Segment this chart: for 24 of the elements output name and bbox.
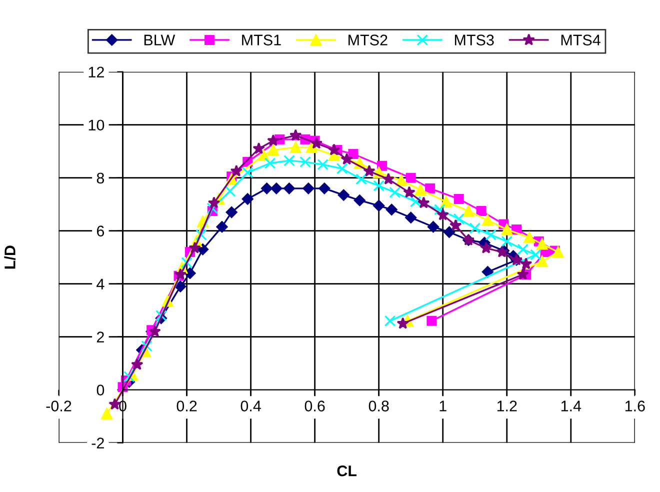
x-tick-label: 0.4 <box>240 400 261 412</box>
x-tick-label: -0.2 <box>46 400 72 412</box>
legend-label: MTS2 <box>348 34 388 46</box>
y-tick-label: 10 <box>88 120 104 131</box>
y-tick-label: 8 <box>96 172 104 184</box>
x-tick-label: 0.8 <box>368 400 389 412</box>
x-tick-label: 1 <box>440 400 446 412</box>
x-axis-title: CL <box>337 465 357 476</box>
legend-label: MTS1 <box>242 34 281 46</box>
x-tick-label: 0.6 <box>304 400 325 412</box>
y-tick-label: 4 <box>96 278 104 290</box>
y-tick-label: 12 <box>88 66 104 78</box>
legend-label: MTS3 <box>454 34 494 46</box>
x-tick-label: 0.2 <box>176 400 197 412</box>
x-tick-label: 1.4 <box>561 400 582 412</box>
y-tick-label: 2 <box>96 332 104 342</box>
legend-label: MTS4 <box>561 34 600 46</box>
y-tick-label: 6 <box>96 226 104 237</box>
x-tick-label: 1.2 <box>497 400 517 412</box>
x-tick-label: 1.6 <box>625 400 645 412</box>
y-tick-label: 0 <box>96 384 104 396</box>
legend-label: BLW <box>144 34 176 46</box>
y-axis-title: L/D <box>4 246 16 269</box>
y-tick-label: -2 <box>92 438 104 448</box>
